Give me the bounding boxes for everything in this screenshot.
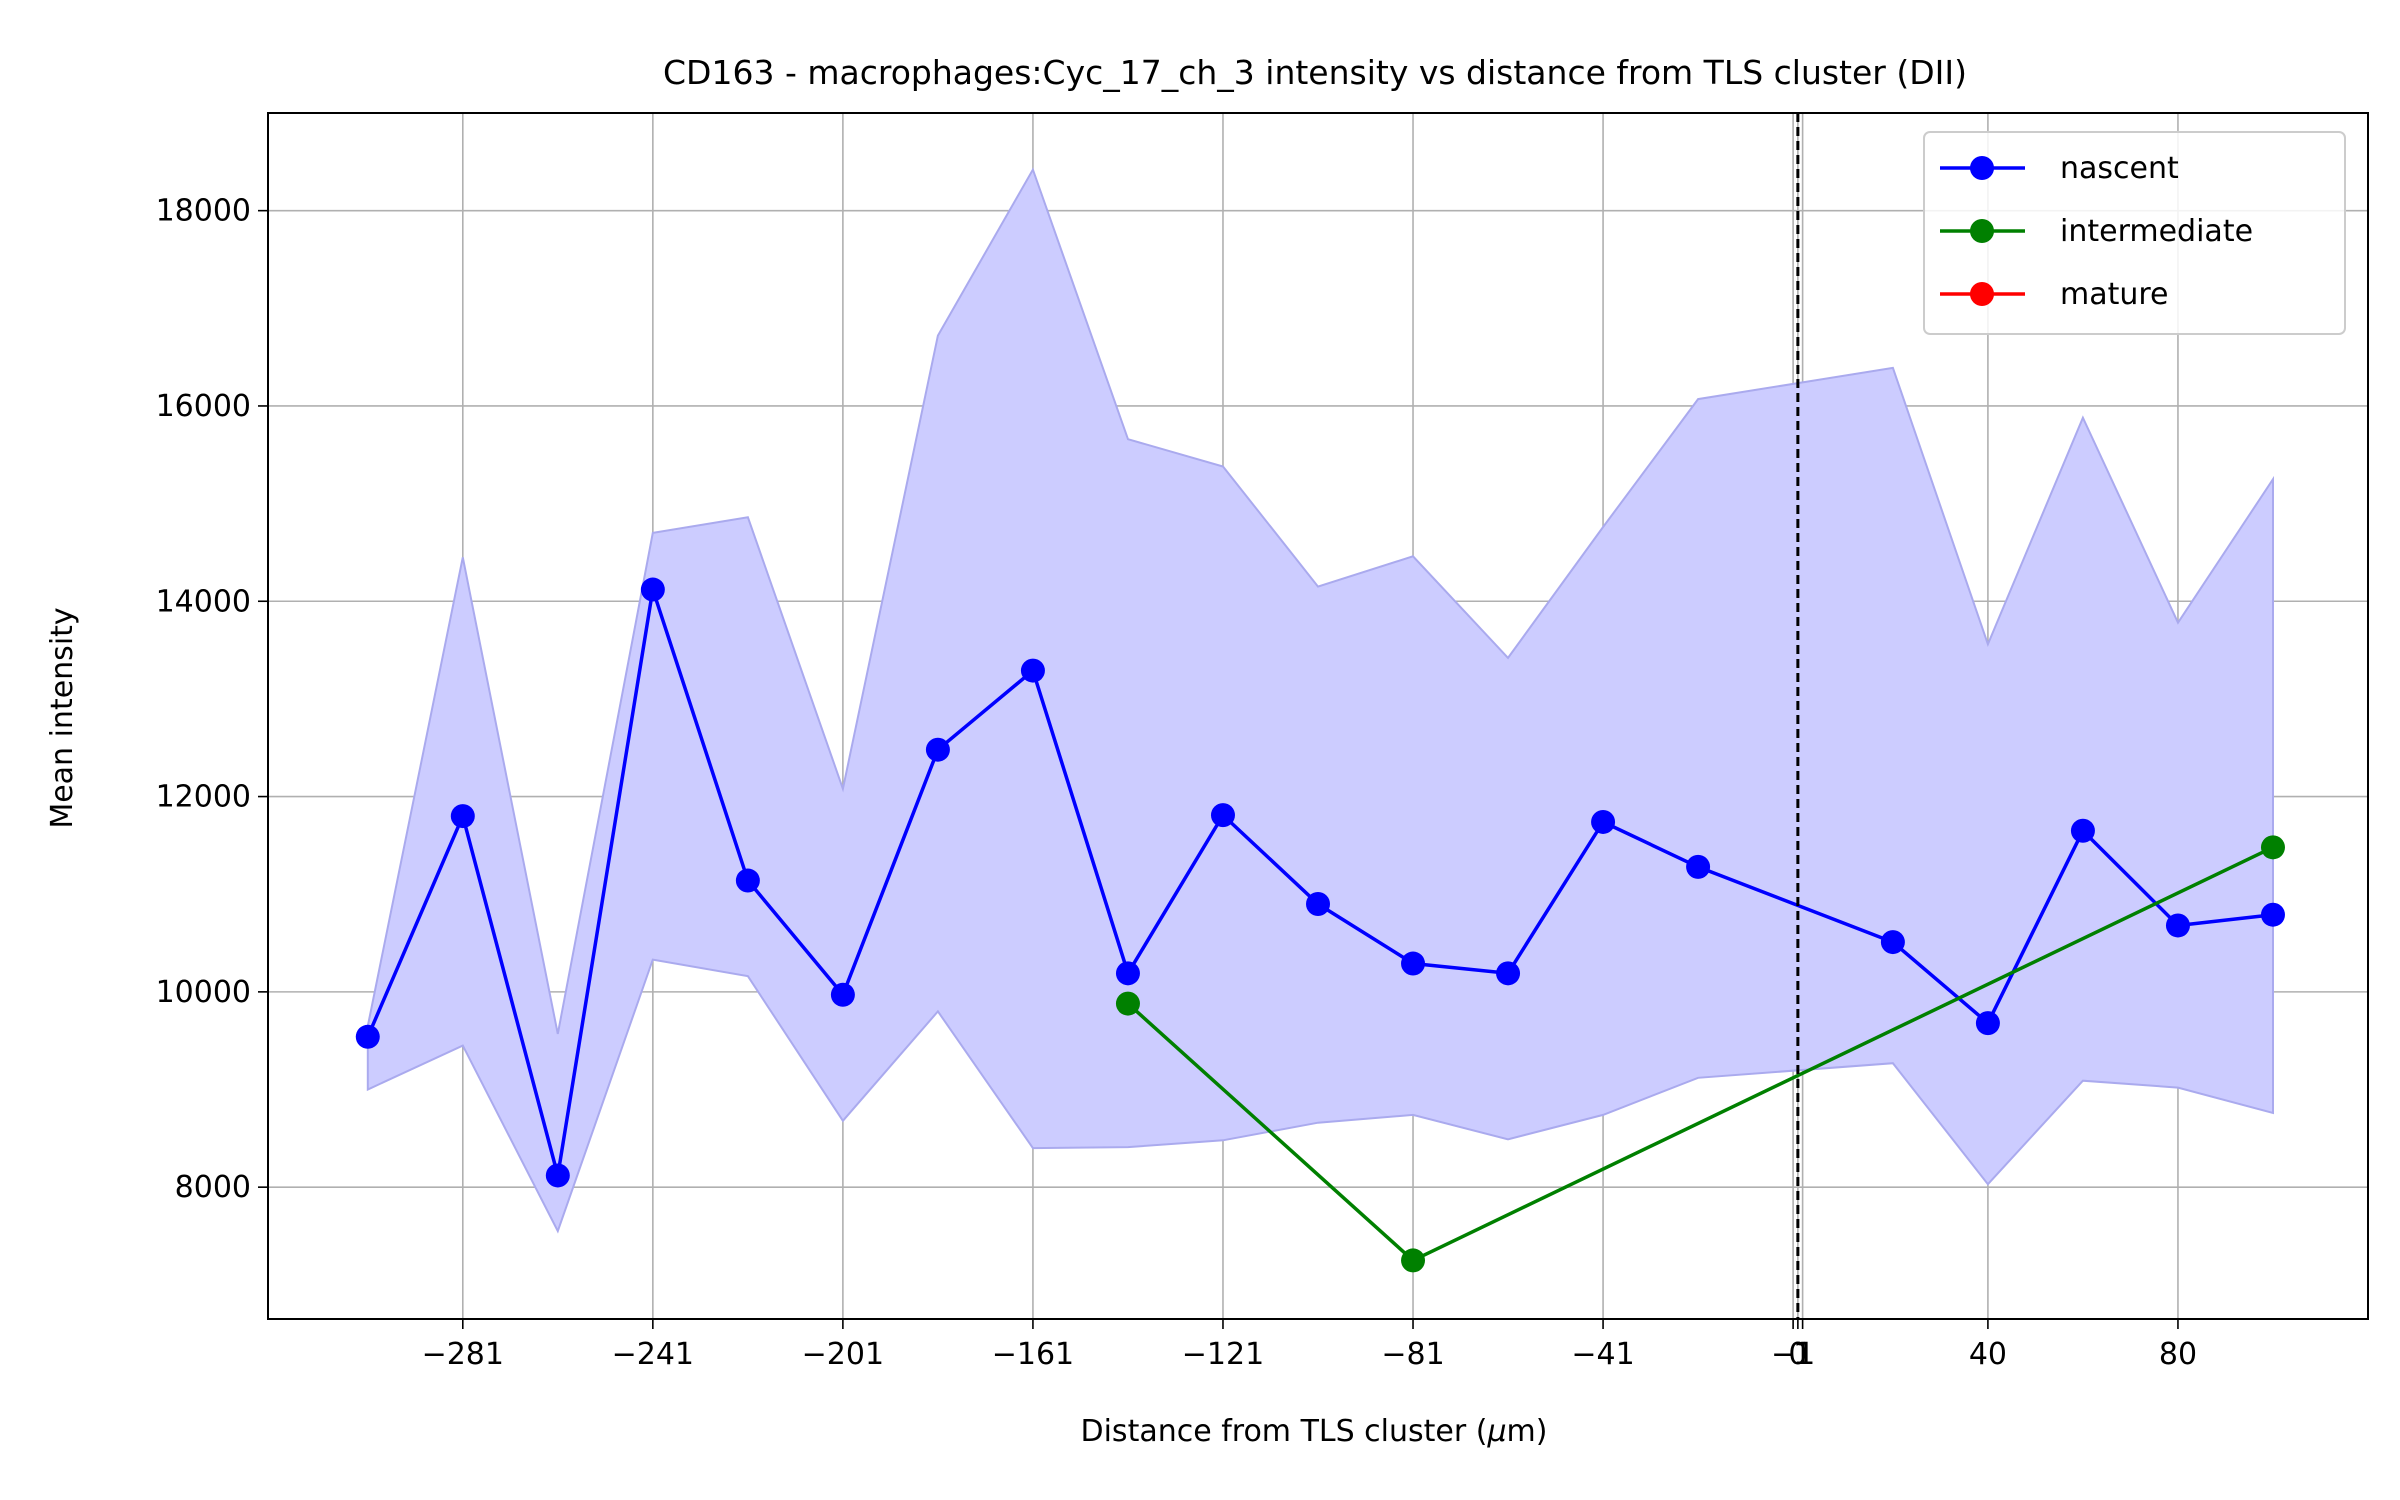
legend-label-nascent: nascent [2060,151,2179,186]
legend-marker-mature [1970,282,1994,306]
data-point-intermediate [1401,1248,1426,1273]
x-tick-label: −161 [992,1337,1074,1372]
y-tick-label: 16000 [156,389,251,424]
data-point-intermediate [1115,991,1140,1016]
y-tick-label: 10000 [156,975,251,1010]
data-point-nascent [1591,809,1616,834]
y-tick-label: 18000 [156,194,251,229]
x-tick-label: −201 [802,1337,884,1372]
legend-label-intermediate: intermediate [2060,214,2253,249]
data-point-intermediate [2260,835,2285,860]
data-point-nascent [1306,891,1330,916]
y-axis: 8000 10000 12000 14000 16000 18000 [156,194,268,1205]
data-point-nascent [1496,961,1521,986]
x-axis-label-mu: μ [1486,1414,1506,1449]
series-line-nascent [366,587,2274,1178]
data-point-nascent [735,868,760,893]
legend-label-mature: mature [2060,277,2169,312]
data-point-nascent [830,982,855,1007]
data-point-nascent [2070,818,2095,843]
x-tick-label: 1 [1793,1337,1812,1372]
x-tick-label: 0 [1788,1337,1807,1372]
data-point-nascent [355,1024,380,1049]
data-point-nascent [640,577,665,602]
data-point-nascent [925,737,950,762]
y-tick-label: 8000 [175,1170,251,1205]
data-point-nascent [1880,930,1905,955]
data-point-nascent [1020,658,1045,683]
x-axis-label-suffix: m) [1507,1414,1548,1449]
plot-frame [267,112,2369,1320]
confidence-band-layer [366,167,2274,1234]
data-point-nascent [1401,951,1426,976]
data-point-nascent [2165,913,2190,938]
x-axis-label: Distance from TLS cluster (μm) [1081,1414,1548,1449]
legend-marker-intermediate [1970,219,1994,243]
data-point-nascent [2260,902,2285,927]
y-tick-label: 12000 [156,780,251,815]
x-axis: −281 −241 −201 −161 −121 −81 −41 −101 40 80 [422,1319,2197,1372]
x-tick-label: 80 [2159,1337,2197,1372]
data-point-nascent [450,804,475,829]
data-point-nascent [1115,961,1140,986]
data-point-nascent [545,1163,570,1188]
x-tick-label: −241 [612,1337,694,1372]
x-tick-label: −41 [1571,1337,1634,1372]
x-axis-label-prefix: Distance from TLS cluster ( [1081,1414,1488,1449]
x-tick-label: −1 [1771,1337,1815,1372]
y-axis-label: Mean intensity [45,607,80,828]
chart-title: CD163 - macrophages:Cyc_17_ch_3 intensit… [663,53,1967,92]
legend-box [1923,131,2346,335]
x-tick-label: 40 [1969,1337,2007,1372]
legend-marker-nascent [1970,156,1994,180]
confidence-band [366,167,2274,1234]
data-point-nascent [1975,1011,2000,1036]
x-tick-label: −121 [1182,1337,1264,1372]
y-tick-label: 14000 [156,584,251,619]
data-point-nascent [1210,803,1235,828]
legend: nascent intermediate mature [1923,131,2346,335]
x-tick-label: −81 [1381,1337,1444,1372]
data-point-nascent [1686,854,1711,879]
series-layer [355,577,2285,1273]
x-tick-label: −281 [422,1337,504,1372]
